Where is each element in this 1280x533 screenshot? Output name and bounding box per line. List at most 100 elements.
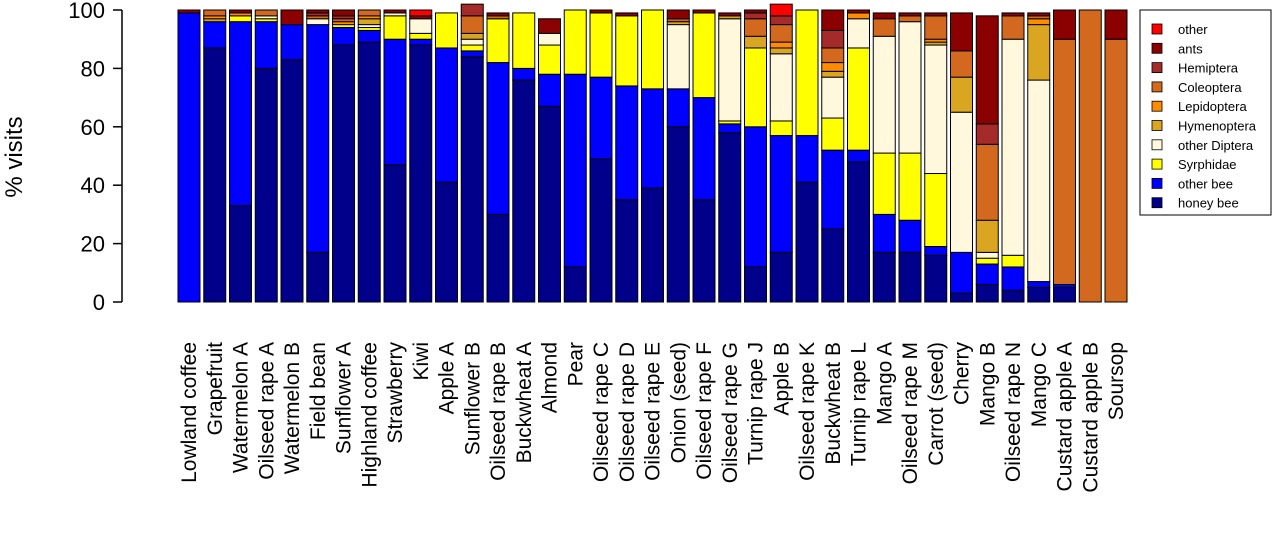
bar-segment-syrphidae	[1001, 254, 1025, 268]
y-axis: 0 20 40 60 80 100	[68, 0, 123, 315]
x-category-label: Oilseed rape C	[590, 342, 613, 482]
y-tick-label: 60	[81, 115, 105, 140]
bar-segment-syrphidae	[383, 15, 407, 40]
bar-segment-other	[769, 3, 793, 17]
bar-segment-other	[409, 9, 433, 17]
x-category-label: Lowland coffee	[178, 342, 201, 483]
bar-segment-coleoptera	[744, 18, 767, 37]
bar-segment-hemiptera	[744, 12, 767, 20]
bar-segment-other-diptera	[769, 53, 793, 122]
legend-swatch	[1151, 81, 1163, 93]
bar-segment-ants	[924, 12, 948, 17]
bar-segment-ants	[718, 12, 742, 17]
bar-segment-ants	[847, 9, 870, 14]
bar-segment-other-bee	[435, 47, 458, 183]
bar-segment-honey-bee	[615, 199, 639, 303]
bar-segment-other-bee	[409, 38, 433, 46]
x-category-label: Oilseed rape F	[693, 342, 716, 480]
x-category-label: Oilseed rape M	[899, 342, 922, 484]
x-category-label: Kiwi	[410, 342, 433, 381]
bar-segment-honey-bee	[1053, 286, 1076, 303]
x-category-label: Oilseed rape K	[796, 342, 819, 481]
bar-segment-other-bee	[821, 149, 845, 230]
bar-segment-hemiptera	[460, 3, 484, 17]
bar-segment-honey-bee	[666, 126, 690, 303]
bar-segment-other-bee	[460, 50, 484, 58]
bar-segment-honey-bee	[718, 132, 742, 303]
bar-segment-syrphidae	[641, 9, 664, 90]
bar-segment-honey-bee	[872, 251, 896, 303]
bar-segment-other-bee	[975, 263, 999, 285]
bar-segment-ants	[486, 12, 510, 17]
bar-segment-honey-bee	[847, 161, 870, 303]
x-category-label: Almond	[539, 342, 562, 413]
x-axis-labels: Lowland coffee Grapefruit Watermelon A Oils…	[178, 342, 1128, 493]
bar-segment-hymenoptera	[821, 70, 845, 78]
bar-segment-other-diptera	[666, 24, 690, 90]
bar-segment-honey-bee	[538, 105, 561, 303]
legend-label: Coleoptera	[1178, 80, 1242, 95]
legend-swatch	[1151, 62, 1163, 73]
x-category-label: Strawberry	[384, 342, 407, 444]
x-category-label: Custard apple B	[1079, 342, 1102, 493]
bar-segment-coleoptera	[460, 15, 484, 34]
y-tick-label: 100	[68, 0, 105, 23]
bar-segment-honey-bee	[1027, 286, 1051, 303]
x-category-label: Oilseed rape B	[487, 342, 510, 481]
bar-segment-coleoptera	[1001, 15, 1025, 40]
bar-segment-other-bee	[795, 135, 819, 183]
bar-segment-syrphidae	[615, 15, 639, 87]
bar-segment-honey-bee	[950, 292, 973, 303]
bar-segment-other-diptera	[898, 21, 922, 154]
x-category-label: Mango B	[976, 342, 999, 426]
bar-segment-coleoptera	[254, 9, 278, 17]
bar-segment-coleoptera	[872, 18, 896, 37]
x-category-label: Mango C	[1028, 342, 1051, 427]
bar-segment-honey-bee	[486, 213, 510, 303]
bar-segment-honey-bee	[409, 44, 433, 303]
bar-segment-syrphidae	[538, 44, 561, 75]
bar-segment-other-diptera	[975, 251, 999, 259]
bar-segment-other-diptera	[924, 44, 948, 175]
legend-label: Hemiptera	[1178, 61, 1239, 76]
x-category-label: Cherry	[951, 342, 974, 406]
bar-segment-other-diptera	[821, 76, 845, 119]
bar-segment-lepidoptera	[1027, 18, 1051, 26]
bar-segment-other-bee	[177, 12, 201, 303]
legend-label: other Diptera	[1178, 138, 1254, 153]
x-category-label: Turnip rape J	[745, 342, 768, 465]
bar-segment-other-diptera	[950, 111, 973, 253]
bar-segment-honey-bee	[460, 56, 484, 303]
bar-segment-other-bee	[718, 123, 742, 134]
x-category-label: Mango A	[873, 342, 896, 425]
bar-segment-other-diptera	[538, 32, 561, 46]
legend-swatch	[1151, 120, 1163, 131]
bar-segment-coleoptera	[1078, 9, 1102, 303]
bar-segment-honey-bee	[435, 181, 458, 303]
bar-segment-syrphidae	[795, 9, 819, 137]
bar-segment-honey-bee	[975, 283, 999, 303]
bar-segment-lepidoptera	[769, 41, 793, 49]
bar-segment-syrphidae	[435, 12, 458, 49]
bar-segment-other-diptera	[872, 35, 896, 154]
bar-segment-other-bee	[1001, 266, 1025, 291]
bar-segment-other-diptera	[1027, 79, 1051, 283]
bar-segment-hymenoptera	[1027, 24, 1051, 81]
legend-label: other	[1178, 22, 1208, 37]
bar-segment-coleoptera	[975, 143, 999, 221]
bar-segment-other-bee	[306, 24, 330, 253]
bar-segment-honey-bee	[229, 205, 252, 303]
legend-swatch	[1151, 197, 1163, 209]
bar-segment-ants	[1027, 12, 1051, 17]
bar-segment-ants	[332, 9, 355, 17]
bar-segment-other-bee	[847, 149, 870, 163]
legend: other ants Hemiptera Coleoptera Lepidoptera H…	[1139, 9, 1272, 216]
bar-segment-other-bee	[357, 29, 381, 43]
bar-segment-syrphidae	[872, 152, 896, 215]
y-tick-label: 0	[93, 290, 105, 315]
x-category-label: Buckwheat B	[822, 342, 845, 465]
bars-layer	[177, 3, 1128, 303]
bar-segment-hymenoptera	[769, 47, 793, 55]
